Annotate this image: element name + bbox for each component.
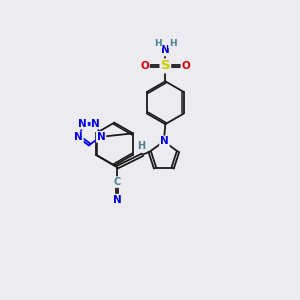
Text: N: N: [160, 136, 169, 146]
Text: O: O: [140, 61, 149, 71]
Text: H: H: [137, 141, 145, 152]
Text: N: N: [78, 118, 87, 129]
Text: S: S: [160, 59, 170, 72]
Text: H: H: [169, 38, 177, 47]
Text: C: C: [114, 177, 121, 187]
Text: N: N: [113, 195, 122, 205]
Text: O: O: [182, 61, 190, 71]
Text: N: N: [74, 132, 83, 142]
Text: N: N: [92, 118, 100, 129]
Text: N: N: [97, 132, 106, 142]
Text: N: N: [161, 45, 170, 56]
Text: H: H: [154, 38, 162, 47]
